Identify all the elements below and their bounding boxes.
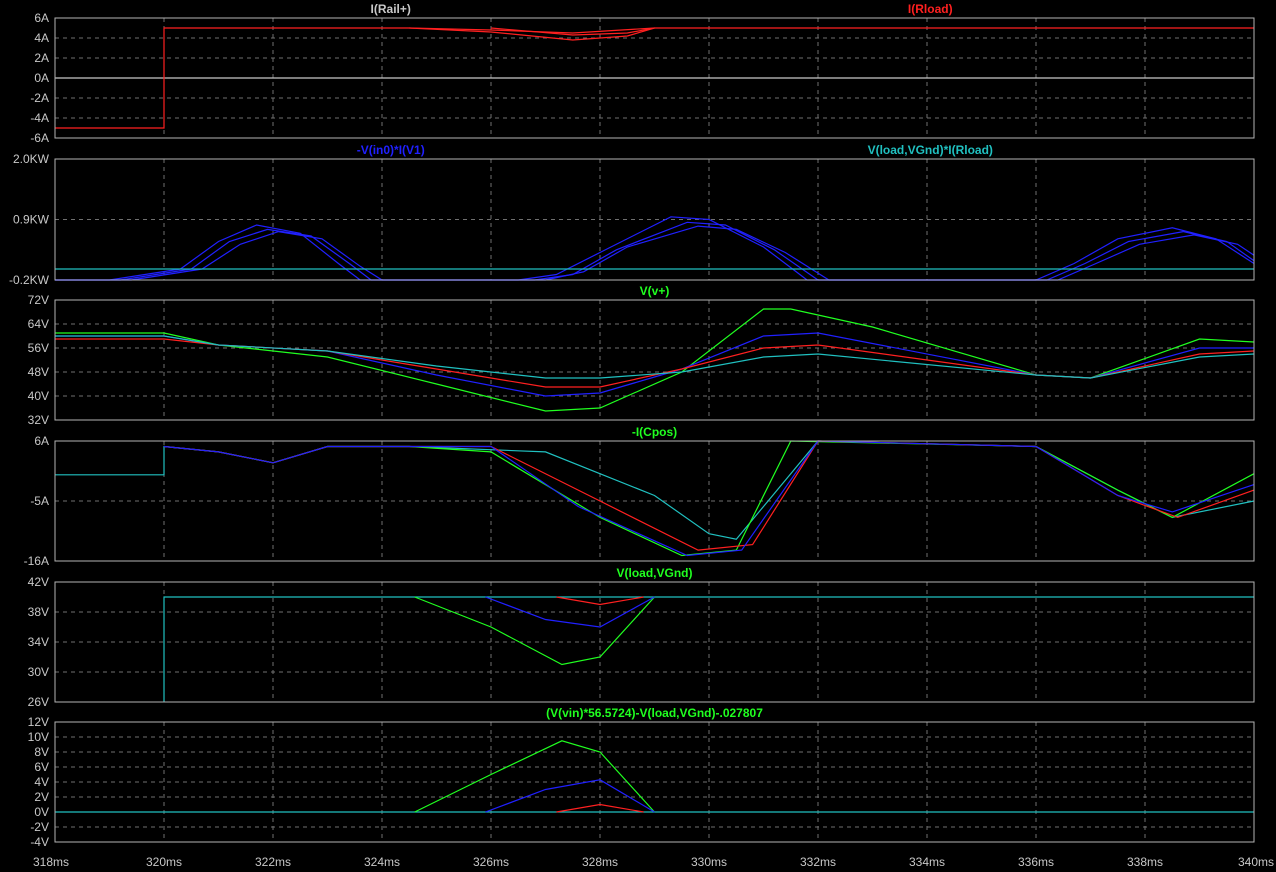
- y-tick-label: 6V: [34, 760, 49, 774]
- y-tick-label: 40V: [28, 389, 49, 403]
- y-tick-label: -16A: [24, 554, 49, 568]
- trace-green[interactable]: [414, 740, 655, 813]
- y-tick-label: 6A: [34, 11, 49, 25]
- y-tick-label: 72V: [28, 293, 49, 307]
- x-tick-label: 322ms: [255, 855, 291, 869]
- trace-label[interactable]: I(Rload): [908, 2, 953, 16]
- plot-frame: [54, 158, 1255, 281]
- y-tick-label: -0.2KW: [9, 273, 50, 287]
- y-tick-label: -4V: [30, 835, 49, 849]
- y-tick-label: 0V: [34, 805, 49, 819]
- trace-blue[interactable]: [55, 216, 1255, 281]
- y-tick-label: 6A: [34, 434, 49, 448]
- trace-cyan[interactable]: [55, 335, 1255, 379]
- plot-pane-2[interactable]: 2.0KW 0.9KW -0.2KW -V(in0)*I(V1) V(load,VGnd…: [9, 143, 1255, 287]
- y-tick-label: 26V: [28, 695, 49, 709]
- trace-label[interactable]: -I(Cpos): [632, 425, 677, 439]
- x-axis: 318ms 320ms 322ms 324ms 326ms 328ms 330ms 332ms…: [33, 855, 1274, 869]
- y-tick-label: 2.0KW: [13, 152, 50, 166]
- trace-red[interactable]: [409, 27, 655, 34]
- trace-red[interactable]: [556, 596, 644, 606]
- y-tick-label: 2V: [34, 790, 49, 804]
- trace-label[interactable]: V(load,VGnd)*I(Rload): [868, 143, 993, 157]
- trace-blue[interactable]: [55, 225, 1255, 281]
- y-tick-label: -6A: [30, 131, 49, 145]
- x-tick-label: 318ms: [33, 855, 69, 869]
- trace-blue[interactable]: [485, 596, 655, 628]
- trace-blue[interactable]: [485, 779, 655, 813]
- trace-cyan[interactable]: [163, 596, 1254, 702]
- plot-frame: [54, 17, 1255, 139]
- trace-red[interactable]: [55, 27, 1254, 129]
- trace-blue[interactable]: [55, 332, 1254, 397]
- trace-red[interactable]: [556, 803, 644, 813]
- y-tick-label: 30V: [28, 665, 49, 679]
- y-tick-label: 38V: [28, 605, 49, 619]
- x-tick-label: 332ms: [800, 855, 836, 869]
- y-tick-label: 32V: [28, 413, 49, 427]
- plot-pane-5[interactable]: 42V 38V 34V 30V 26V V(load,VGnd): [28, 566, 1255, 709]
- y-tick-label: 2A: [34, 51, 49, 65]
- x-tick-label: 320ms: [146, 855, 182, 869]
- y-tick-label: 42V: [28, 575, 49, 589]
- y-tick-label: 48V: [28, 365, 49, 379]
- y-tick-label: 64V: [28, 317, 49, 331]
- x-tick-label: 324ms: [364, 855, 400, 869]
- x-tick-label: 328ms: [582, 855, 618, 869]
- y-tick-label: 4A: [34, 31, 49, 45]
- y-tick-label: 12V: [28, 715, 49, 729]
- x-tick-label: 334ms: [909, 855, 945, 869]
- x-tick-label: 326ms: [473, 855, 509, 869]
- trace-label[interactable]: V(load,VGnd): [617, 566, 693, 580]
- y-tick-label: 0A: [34, 71, 49, 85]
- plot-pane-1[interactable]: 6A 4A 2A 0A -2A -4A -6A I(Rail+) I(Rload): [30, 2, 1255, 145]
- y-tick-label: 56V: [28, 341, 49, 355]
- y-tick-label: 34V: [28, 635, 49, 649]
- y-tick-label: -2A: [30, 91, 49, 105]
- y-tick-label: -5A: [30, 494, 49, 508]
- y-tick-label: 4V: [34, 775, 49, 789]
- trace-label[interactable]: I(Rail+): [371, 2, 411, 16]
- plot-frame: [54, 721, 1255, 843]
- trace-label[interactable]: -V(in0)*I(V1): [357, 143, 425, 157]
- x-tick-label: 338ms: [1127, 855, 1163, 869]
- plot-pane-3[interactable]: 72V 64V 56V 48V 40V 32V V(v+): [28, 284, 1255, 427]
- trace-label[interactable]: (V(vin)*56.5724)-V(load,VGnd)-.027807: [546, 706, 763, 720]
- y-tick-label: 10V: [28, 730, 49, 744]
- y-tick-label: 0.9KW: [13, 213, 50, 227]
- y-tick-label: -4A: [30, 111, 49, 125]
- x-tick-label: 340ms: [1238, 855, 1274, 869]
- x-tick-label: 330ms: [691, 855, 727, 869]
- y-tick-label: 8V: [34, 745, 49, 759]
- plot-frame: [54, 440, 1255, 562]
- x-tick-label: 336ms: [1018, 855, 1054, 869]
- plot-frame: [54, 299, 1255, 421]
- trace-blue[interactable]: [55, 221, 1255, 281]
- plot-frame: [54, 581, 1255, 703]
- y-tick-label: -2V: [30, 820, 49, 834]
- trace-green[interactable]: [414, 596, 655, 666]
- trace-blue[interactable]: [163, 440, 1255, 557]
- plot-pane-4[interactable]: 6A -5A -16A -I(Cpos): [24, 425, 1255, 568]
- trace-label[interactable]: V(v+): [640, 284, 670, 298]
